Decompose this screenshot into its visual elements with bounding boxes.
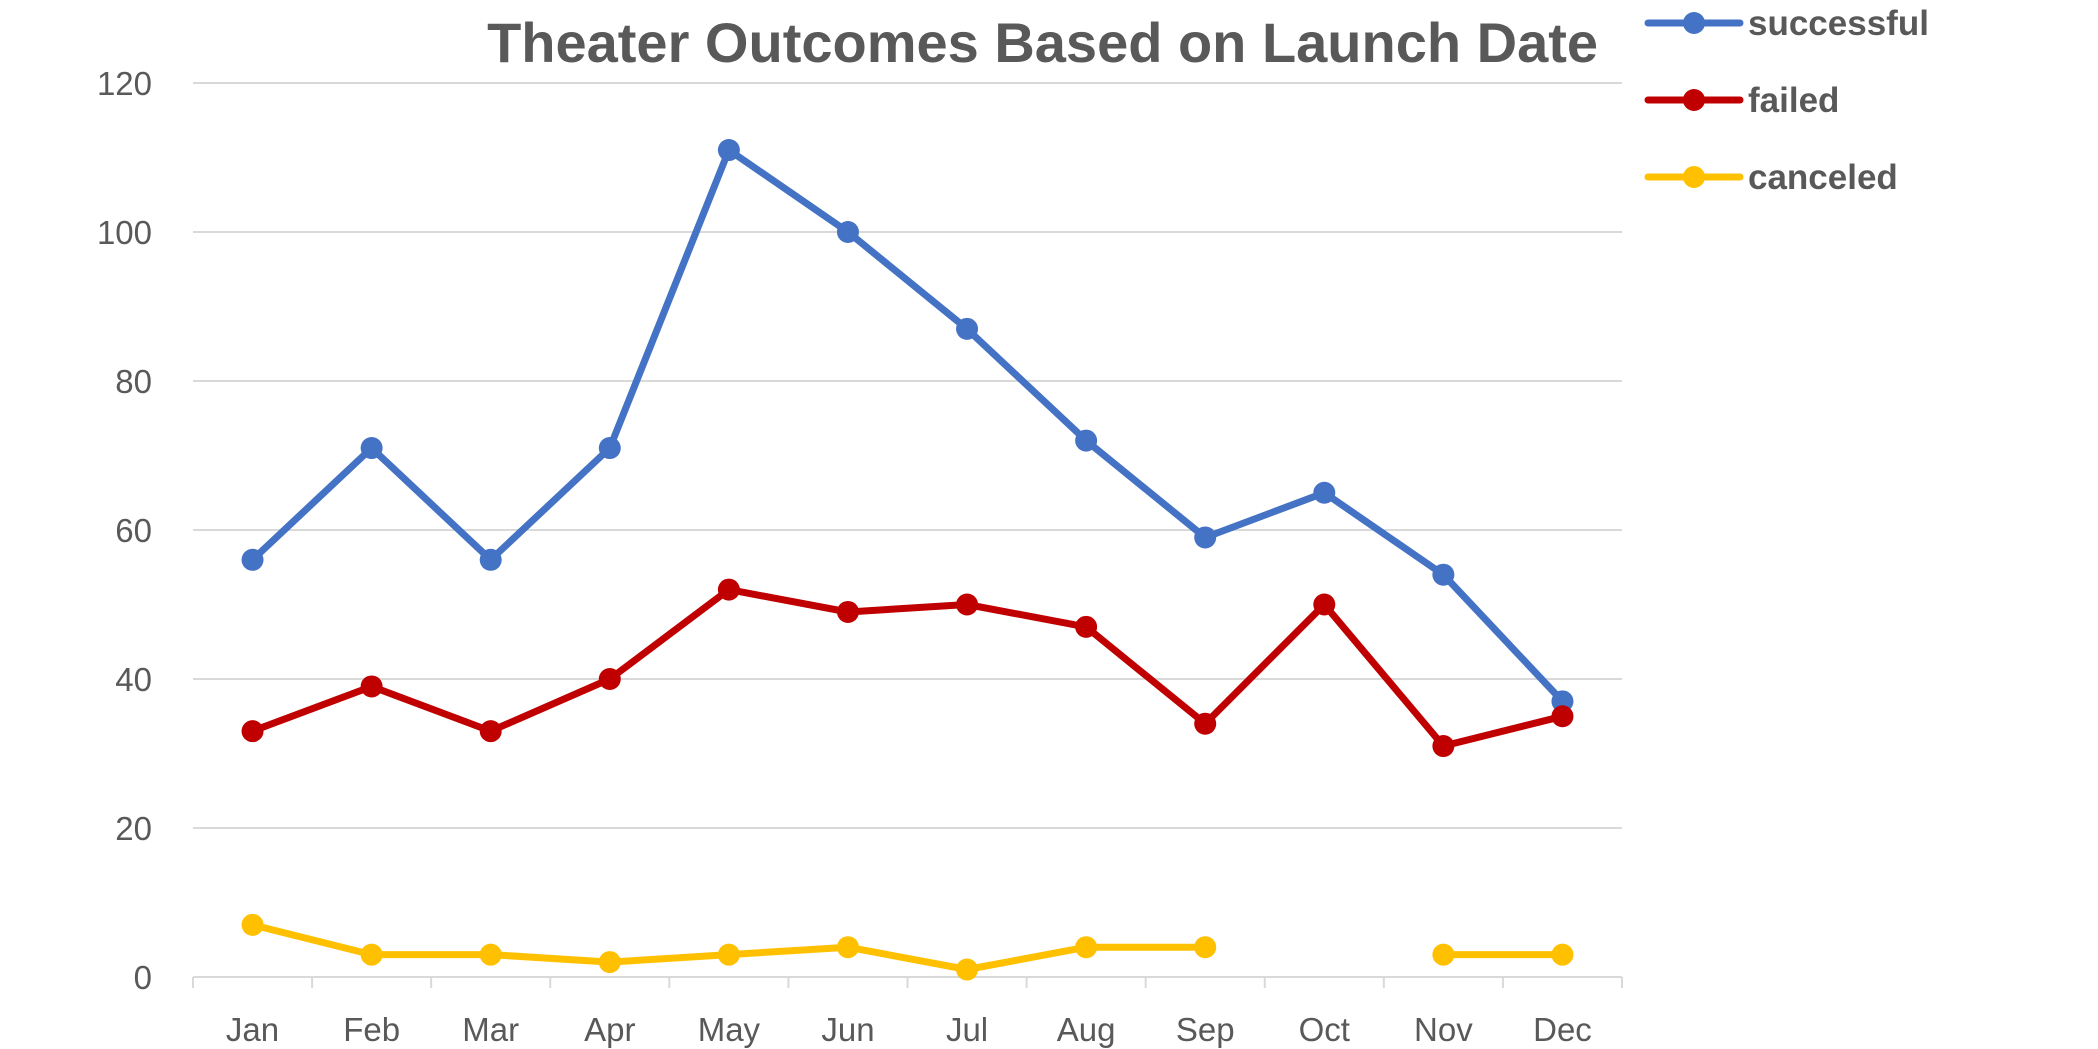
series-line-successful	[249, 146, 1566, 705]
series-line-failed	[249, 586, 1566, 750]
data-point-successful	[360, 437, 383, 460]
x-tick-label: Sep	[1176, 1011, 1235, 1048]
series-failed	[241, 578, 1574, 758]
data-point-successful	[956, 317, 979, 340]
data-point-canceled	[1551, 943, 1574, 966]
data-point-canceled	[360, 943, 383, 966]
data-point-canceled	[1075, 936, 1098, 959]
data-point-canceled	[717, 943, 740, 966]
data-point-successful	[1075, 429, 1098, 452]
y-tick-label: 20	[115, 810, 152, 847]
legend-label: failed	[1748, 81, 1839, 120]
legend: successful failed canceled	[1644, 4, 1929, 197]
y-tick-label: 40	[115, 661, 152, 698]
data-point-successful	[1432, 563, 1455, 586]
legend-item-successful: successful	[1644, 4, 1929, 43]
plot-area	[241, 139, 1574, 981]
data-point-successful	[836, 221, 859, 243]
legend-item-canceled: canceled	[1644, 158, 1898, 197]
legend-marker	[1683, 89, 1705, 111]
x-tick-label: Aug	[1057, 1011, 1116, 1048]
legend-item-failed: failed	[1644, 81, 1839, 120]
data-point-failed	[360, 675, 383, 698]
y-tick-label: 60	[115, 512, 152, 549]
data-point-canceled	[836, 936, 859, 959]
data-point-canceled	[598, 951, 621, 974]
data-point-canceled	[479, 943, 502, 966]
x-tick-label: Jan	[226, 1011, 279, 1048]
data-point-successful	[717, 139, 740, 162]
data-point-canceled	[1432, 943, 1455, 966]
data-point-failed	[241, 720, 264, 743]
x-tick-label: Mar	[462, 1011, 519, 1048]
series-canceled	[241, 913, 1574, 981]
data-point-failed	[1551, 705, 1574, 728]
x-tick-label: May	[698, 1011, 761, 1048]
x-tick-label: Apr	[584, 1011, 635, 1048]
legend-label: canceled	[1748, 158, 1898, 197]
data-point-successful	[241, 548, 264, 571]
x-tick-label: Dec	[1533, 1011, 1592, 1048]
x-axis	[192, 976, 1623, 988]
data-point-successful	[1313, 481, 1336, 504]
chart-title: Theater Outcomes Based on Launch Date	[487, 11, 1598, 74]
x-tick-label: Oct	[1299, 1011, 1350, 1048]
legend-label: successful	[1748, 4, 1929, 43]
data-point-successful	[479, 548, 502, 571]
data-point-failed	[598, 668, 621, 690]
gridlines	[193, 82, 1622, 829]
data-point-successful	[598, 437, 621, 460]
x-tick-label: Nov	[1414, 1011, 1473, 1048]
x-tick-label: Jul	[946, 1011, 988, 1048]
data-point-failed	[836, 600, 859, 623]
x-axis-tick-labels: Jan Feb Mar Apr May Jun Jul Aug Sep Oct Nov Dec	[226, 1011, 1592, 1048]
x-tick-label: Jun	[821, 1011, 874, 1048]
data-point-failed	[1313, 593, 1336, 616]
data-point-failed	[1075, 615, 1098, 638]
data-point-canceled	[956, 958, 979, 981]
y-tick-label: 80	[115, 363, 152, 400]
data-point-failed	[717, 578, 740, 601]
data-point-successful	[1194, 526, 1217, 549]
data-point-failed	[1432, 735, 1455, 758]
x-tick-label: Feb	[343, 1011, 400, 1048]
data-point-canceled	[1194, 936, 1217, 959]
y-tick-label: 100	[97, 214, 152, 251]
data-point-failed	[956, 593, 979, 616]
y-axis-tick-labels: 0 20 40 60 80 100 120	[97, 65, 152, 996]
legend-marker	[1683, 166, 1705, 188]
legend-marker	[1683, 12, 1705, 34]
data-point-failed	[1194, 712, 1217, 735]
data-point-canceled	[241, 913, 264, 936]
y-tick-label: 0	[134, 959, 152, 996]
y-tick-label: 120	[97, 65, 152, 102]
series-successful	[241, 139, 1574, 713]
data-point-failed	[479, 720, 502, 743]
